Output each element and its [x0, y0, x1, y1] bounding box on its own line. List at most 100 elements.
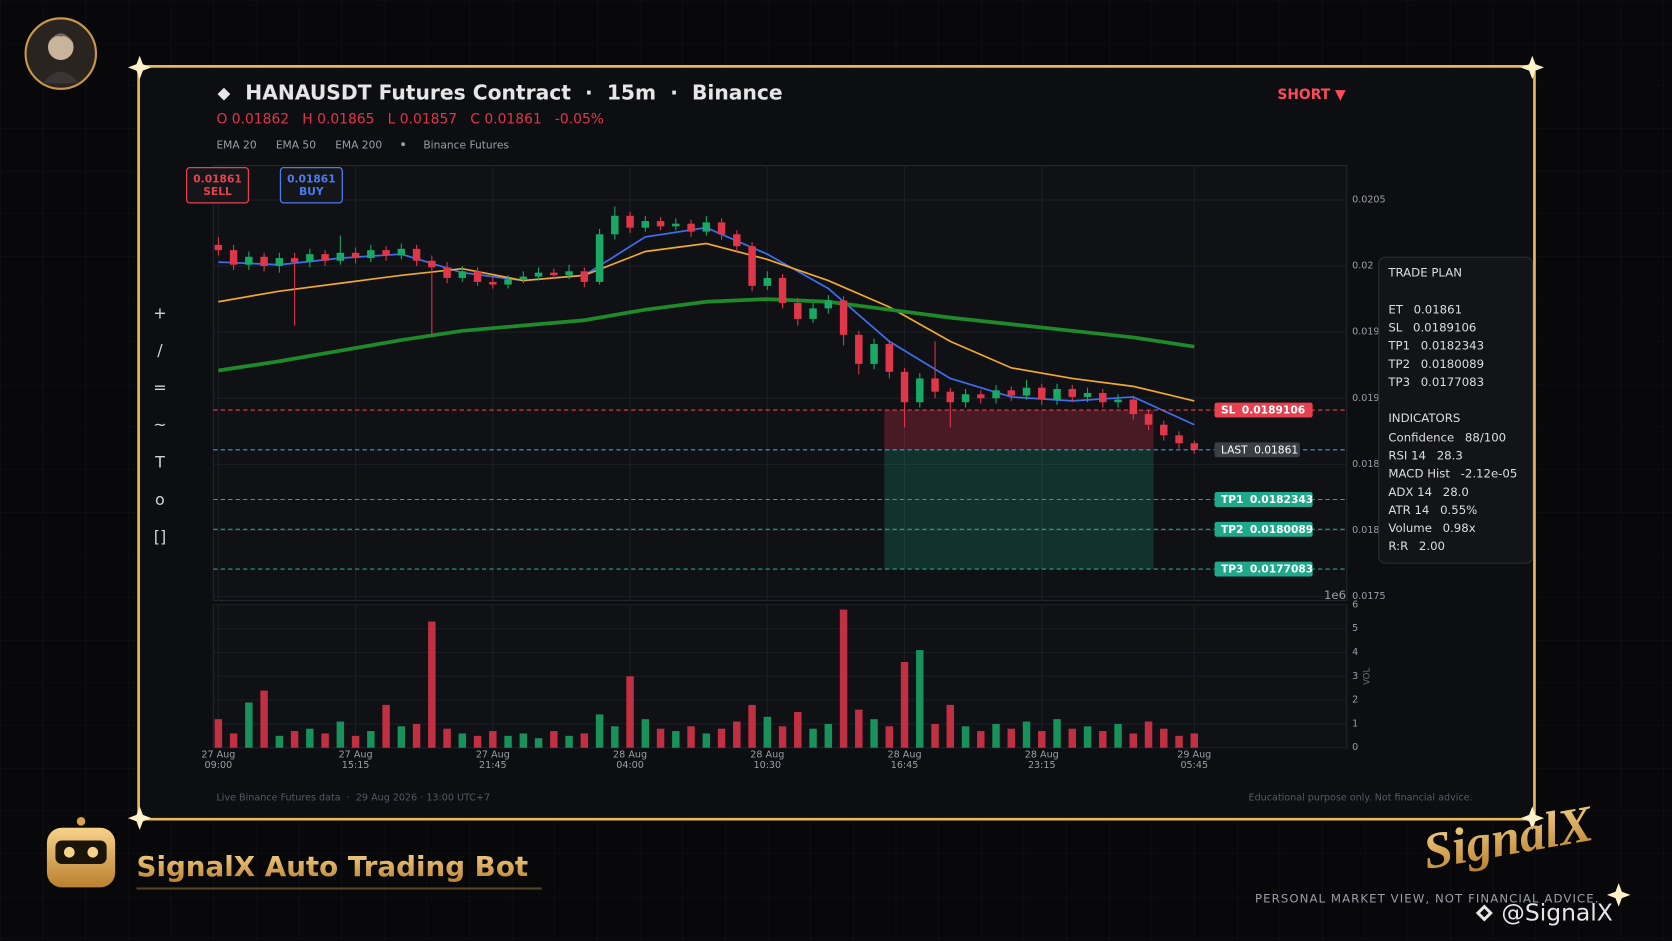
bot-visor — [55, 840, 107, 864]
volume-bar — [336, 721, 345, 748]
y-tick-label: 0.0205 — [1352, 194, 1386, 205]
candle-body — [626, 215, 634, 228]
candle-body — [641, 221, 650, 228]
volume-bar — [1099, 731, 1107, 748]
candle-body — [275, 258, 284, 267]
avatar-face — [47, 34, 74, 60]
candle-body — [1099, 392, 1107, 403]
order-side[interactable]: BUY — [299, 185, 324, 198]
candle-body — [1022, 387, 1031, 396]
volume-bar — [229, 733, 238, 748]
ema-line — [218, 297, 1195, 373]
trade-plan-row: R:R 2.00 — [1388, 539, 1445, 553]
row-label: MACD Hist — [1388, 466, 1450, 480]
volume-bar — [214, 719, 223, 748]
x-tick: 27 Aug 15:15 — [338, 749, 373, 772]
candle-body — [595, 234, 604, 282]
trade-plan-row: Volume 0.98x — [1388, 521, 1475, 535]
candle-body — [1160, 424, 1168, 436]
level-label: SL 0.0189106 — [1221, 404, 1305, 417]
frame-sparkles — [127, 55, 1631, 907]
candle-body — [1190, 443, 1199, 450]
volume-bar — [595, 714, 604, 748]
candle-body — [336, 252, 345, 261]
x-tick-label: 27 Aug 15:15 — [338, 749, 373, 772]
order-price[interactable]: 0.01861 — [193, 172, 242, 185]
tool-button[interactable]: + — [153, 303, 166, 322]
volume-bar — [1007, 728, 1016, 748]
candle-body — [977, 394, 985, 399]
volume-bar — [626, 676, 634, 748]
row-label: RSI 14 — [1388, 448, 1426, 462]
volume-bar — [321, 733, 329, 748]
candle-body — [306, 254, 314, 263]
row-value: 0.0189106 — [1413, 320, 1476, 334]
order-side[interactable]: SELL — [203, 185, 232, 198]
level-label: TP2 0.0180089 — [1221, 523, 1313, 536]
sparkle — [127, 806, 152, 830]
row-value: 28.0 — [1443, 484, 1469, 498]
x-tick: 29 Aug 05:45 — [1177, 749, 1212, 772]
candle-body — [321, 254, 329, 261]
x-tick-label: 29 Aug 05:45 — [1177, 749, 1212, 772]
volume-bar — [702, 733, 711, 748]
volume-bar — [1129, 733, 1138, 748]
volume-bar — [351, 735, 360, 748]
volume-axis-label: VOL — [1363, 667, 1373, 684]
volume-bar — [885, 726, 894, 748]
x-tick-label: 27 Aug 21:45 — [475, 749, 510, 772]
x-tick-label: 28 Aug 10:30 — [750, 749, 785, 772]
order-button[interactable] — [279, 167, 343, 204]
sparkle — [1606, 883, 1631, 907]
tool-button[interactable]: [] — [154, 527, 166, 546]
candle-body — [443, 267, 451, 278]
volume-bar — [717, 728, 726, 748]
volume-bar — [961, 726, 970, 748]
row-label: SL — [1388, 320, 1402, 334]
candle-body — [550, 272, 558, 276]
candle-body — [1053, 389, 1061, 400]
sparkle — [127, 55, 152, 80]
row-value: 88/100 — [1465, 430, 1506, 444]
level-badge — [1214, 521, 1313, 537]
volume-bar — [794, 712, 802, 748]
y-tick-label: 0.018 — [1352, 525, 1379, 536]
volume-bar — [306, 728, 314, 748]
tool-button[interactable]: / — [157, 341, 163, 360]
level-value: 0.0182343 — [1250, 493, 1313, 506]
x-tick: 28 Aug 10:30 — [750, 749, 785, 772]
candle-body — [565, 271, 573, 276]
volume-bar — [1053, 719, 1061, 748]
tool-button[interactable]: o — [155, 490, 165, 509]
volume-bar — [458, 733, 467, 748]
row-label: Confidence — [1388, 430, 1454, 444]
volume-bar — [1190, 733, 1199, 748]
reward-zone — [884, 449, 1154, 570]
order-price[interactable]: 0.01861 — [287, 172, 336, 185]
candle-body — [1129, 399, 1138, 415]
volume-bar — [443, 728, 451, 748]
level-label: TP1 0.0182343 — [1221, 493, 1313, 506]
volume-bar — [489, 731, 497, 748]
x-tick-label: 28 Aug 16:45 — [887, 749, 922, 772]
chart-title: HANAUSDT Futures Contract · 15m · Binanc… — [245, 81, 782, 105]
direction-label[interactable]: SHORT ▼ — [1277, 87, 1346, 103]
candle-body — [778, 277, 787, 304]
x-tick: 27 Aug 21:45 — [475, 749, 510, 772]
volume-bar — [397, 726, 406, 748]
tool-button[interactable]: = — [153, 378, 166, 397]
order-button[interactable] — [185, 167, 250, 204]
tool-button[interactable]: T — [154, 453, 165, 472]
volume-bar — [412, 723, 421, 748]
candle-body — [855, 334, 863, 364]
row-label: Volume — [1388, 521, 1432, 535]
volume-bar — [1038, 731, 1046, 748]
x-tick-label: 28 Aug 23:15 — [1024, 749, 1059, 772]
volume-bar — [946, 704, 955, 748]
candle-body — [1068, 389, 1077, 397]
trade-plan-row: TP2 0.0180089 — [1387, 356, 1484, 370]
volume-bar — [1114, 723, 1122, 748]
trade-plan-row: Confidence 88/100 — [1388, 430, 1506, 444]
tool-button[interactable]: ~ — [153, 415, 166, 434]
